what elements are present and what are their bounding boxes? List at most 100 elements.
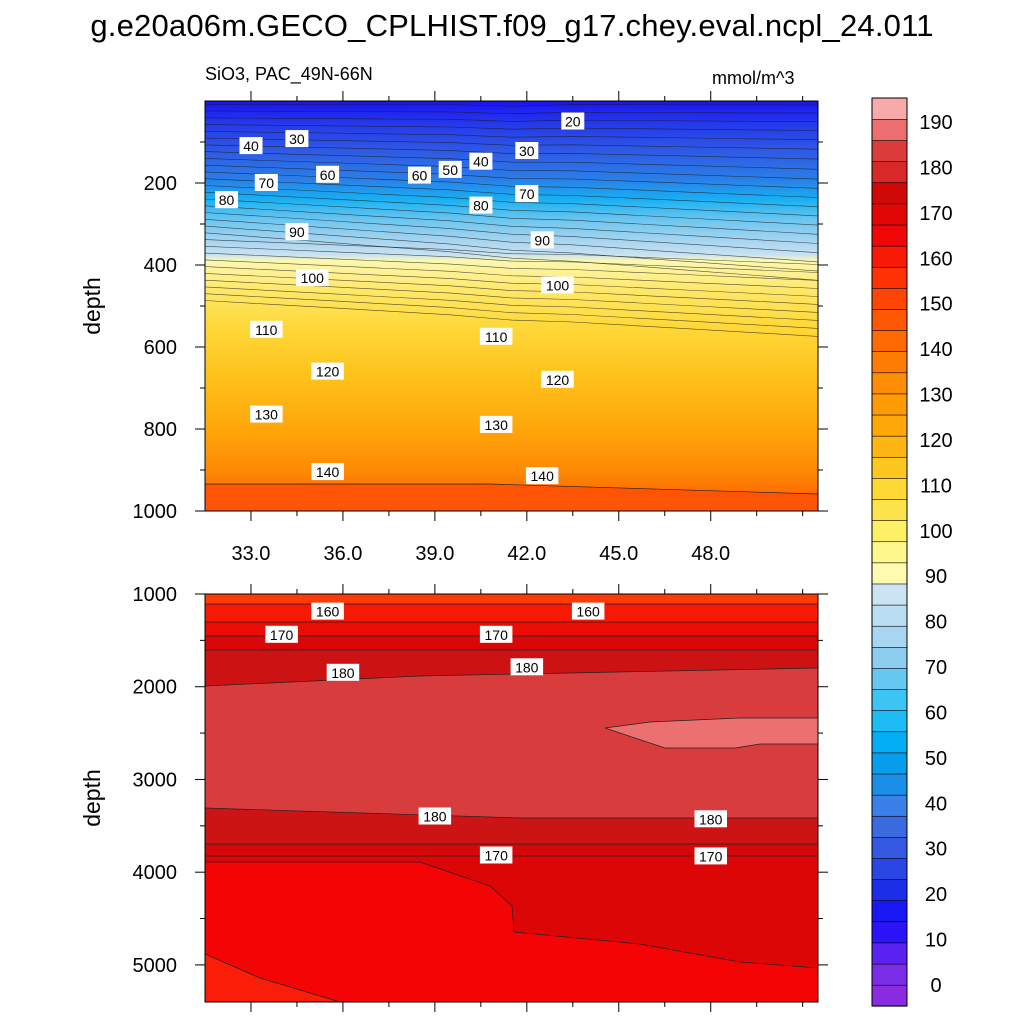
colorbar-label: 10 <box>925 930 947 952</box>
y-tick-label: 2000 <box>133 677 178 699</box>
colorbar-swatch <box>871 794 908 817</box>
colorbar-label: 170 <box>919 203 952 225</box>
contour-label-box <box>316 165 340 183</box>
contour-label-text: 80 <box>219 192 235 208</box>
contour-label-box <box>311 362 344 380</box>
contour-label-text: 30 <box>289 131 305 147</box>
contour-label-text: 110 <box>485 329 508 345</box>
contour-label: 40 <box>469 152 493 170</box>
band-170-175 <box>205 636 818 650</box>
chart-title: g.e20a06m.GECO_CPLHIST.f09_g17.chey.eval… <box>90 8 934 43</box>
contour-label-text: 170 <box>485 848 509 864</box>
colorbar-swatch <box>871 372 908 395</box>
y-tick-label: 600 <box>144 337 177 359</box>
contour-label-box <box>479 415 513 433</box>
colorbar-swatch <box>871 118 908 141</box>
contour-label-box <box>326 663 360 681</box>
band-150-160 <box>205 594 818 604</box>
contour-label-box <box>479 327 513 345</box>
contour-label-text: 30 <box>519 143 535 159</box>
contour-label-text: 20 <box>565 114 581 130</box>
band-185-190 <box>605 718 818 748</box>
contour-label-box <box>438 160 462 178</box>
contour-label-text: 70 <box>519 186 535 202</box>
contour-label: 100 <box>541 276 574 294</box>
colorbar-swatch <box>871 97 908 120</box>
colorbar-label: 90 <box>925 566 947 588</box>
contour-label-box <box>510 658 544 676</box>
contour-label-text: 160 <box>576 604 600 620</box>
contour-label-box <box>530 231 554 249</box>
contour-label-box <box>694 847 727 865</box>
contour-label-text: 130 <box>255 407 279 423</box>
contour-label-text: 40 <box>473 154 489 170</box>
contour-label-text: 180 <box>331 665 355 681</box>
contour-label-box <box>254 174 278 191</box>
y-tick-label: 4000 <box>133 862 178 884</box>
colorbar-swatch <box>871 520 908 543</box>
contour-label-text: 50 <box>442 162 458 178</box>
isoline <box>205 110 818 115</box>
contour-label: 180 <box>694 810 727 828</box>
colorbar-label: 20 <box>925 884 947 906</box>
x-tick-label: 48.0 <box>691 543 730 565</box>
contour-label: 120 <box>311 362 344 380</box>
contour-label-text: 170 <box>699 848 723 864</box>
contour-label: 170 <box>265 625 298 643</box>
x-tick-label: 39.0 <box>415 543 454 565</box>
contour-label: 80 <box>215 191 238 209</box>
colorbar-swatch <box>871 351 908 374</box>
colorbar-swatch <box>871 287 908 310</box>
isoline <box>205 117 818 122</box>
colorbar-label: 0 <box>930 975 941 997</box>
isoline <box>205 212 818 253</box>
colorbar-swatch <box>871 414 908 437</box>
y-tick-label: 3000 <box>133 769 178 791</box>
colorbar-label: 30 <box>925 839 947 861</box>
upper-contour-labels: 20 30 40 30 40 50 60 60 70 70 80 80 90 90 100 100 110 110… <box>215 112 585 485</box>
contour-label: 170 <box>479 846 513 864</box>
y-tick-label: 800 <box>144 419 177 441</box>
isoline <box>205 259 818 289</box>
lower-axes: 1000 2000 3000 4000 5000 depth <box>79 584 828 1012</box>
contour-label: 170 <box>694 847 727 865</box>
isoline <box>205 185 818 217</box>
contour-label-box <box>215 191 238 209</box>
contour-label-box <box>479 625 513 643</box>
colorbar-swatch <box>871 604 908 627</box>
x-tick-label: 33.0 <box>232 543 271 565</box>
contour-label-text: 60 <box>412 168 428 184</box>
lower-frame <box>204 593 819 1003</box>
isoline <box>205 164 818 189</box>
contour-label-text: 170 <box>270 627 294 643</box>
lower-contour-panel: 160 160 170 170 180 180 180 180 170 170 1000 2000 3… <box>79 584 828 1012</box>
colorbar-swatch <box>871 878 908 902</box>
contour-label-text: 180 <box>423 809 447 825</box>
contour-label-text: 180 <box>515 659 539 675</box>
colorbar-swatch <box>871 435 908 458</box>
contour-label-text: 110 <box>255 322 278 338</box>
colorbar-swatch <box>871 329 908 352</box>
contour-label-box <box>296 269 329 287</box>
band-155-160-lower <box>205 954 340 1002</box>
colorbar-label: 40 <box>925 793 947 815</box>
isoline-150 <box>205 483 818 495</box>
contour-label: 180 <box>418 807 452 825</box>
contour-label-box <box>418 807 452 825</box>
contour-label-box <box>541 370 574 388</box>
colorbar-label: 140 <box>919 339 952 361</box>
isoline <box>205 252 818 281</box>
contour-label-box <box>571 602 605 620</box>
colorbar-swatch <box>871 773 908 796</box>
y-tick-label: 1000 <box>133 501 178 523</box>
contour-label: 40 <box>239 137 263 155</box>
colorbar-swatch <box>871 562 908 585</box>
contour-label-text: 60 <box>320 167 336 183</box>
isoline <box>205 300 818 337</box>
colorbar: 0 10 20 30 40 50 60 70 80 90 100 110 120 130 140 150 160… <box>871 97 953 1007</box>
isoline <box>205 151 818 170</box>
contour-label: 130 <box>250 405 283 423</box>
colorbar-label: 120 <box>919 430 952 452</box>
contour-label: 20 <box>561 112 585 130</box>
